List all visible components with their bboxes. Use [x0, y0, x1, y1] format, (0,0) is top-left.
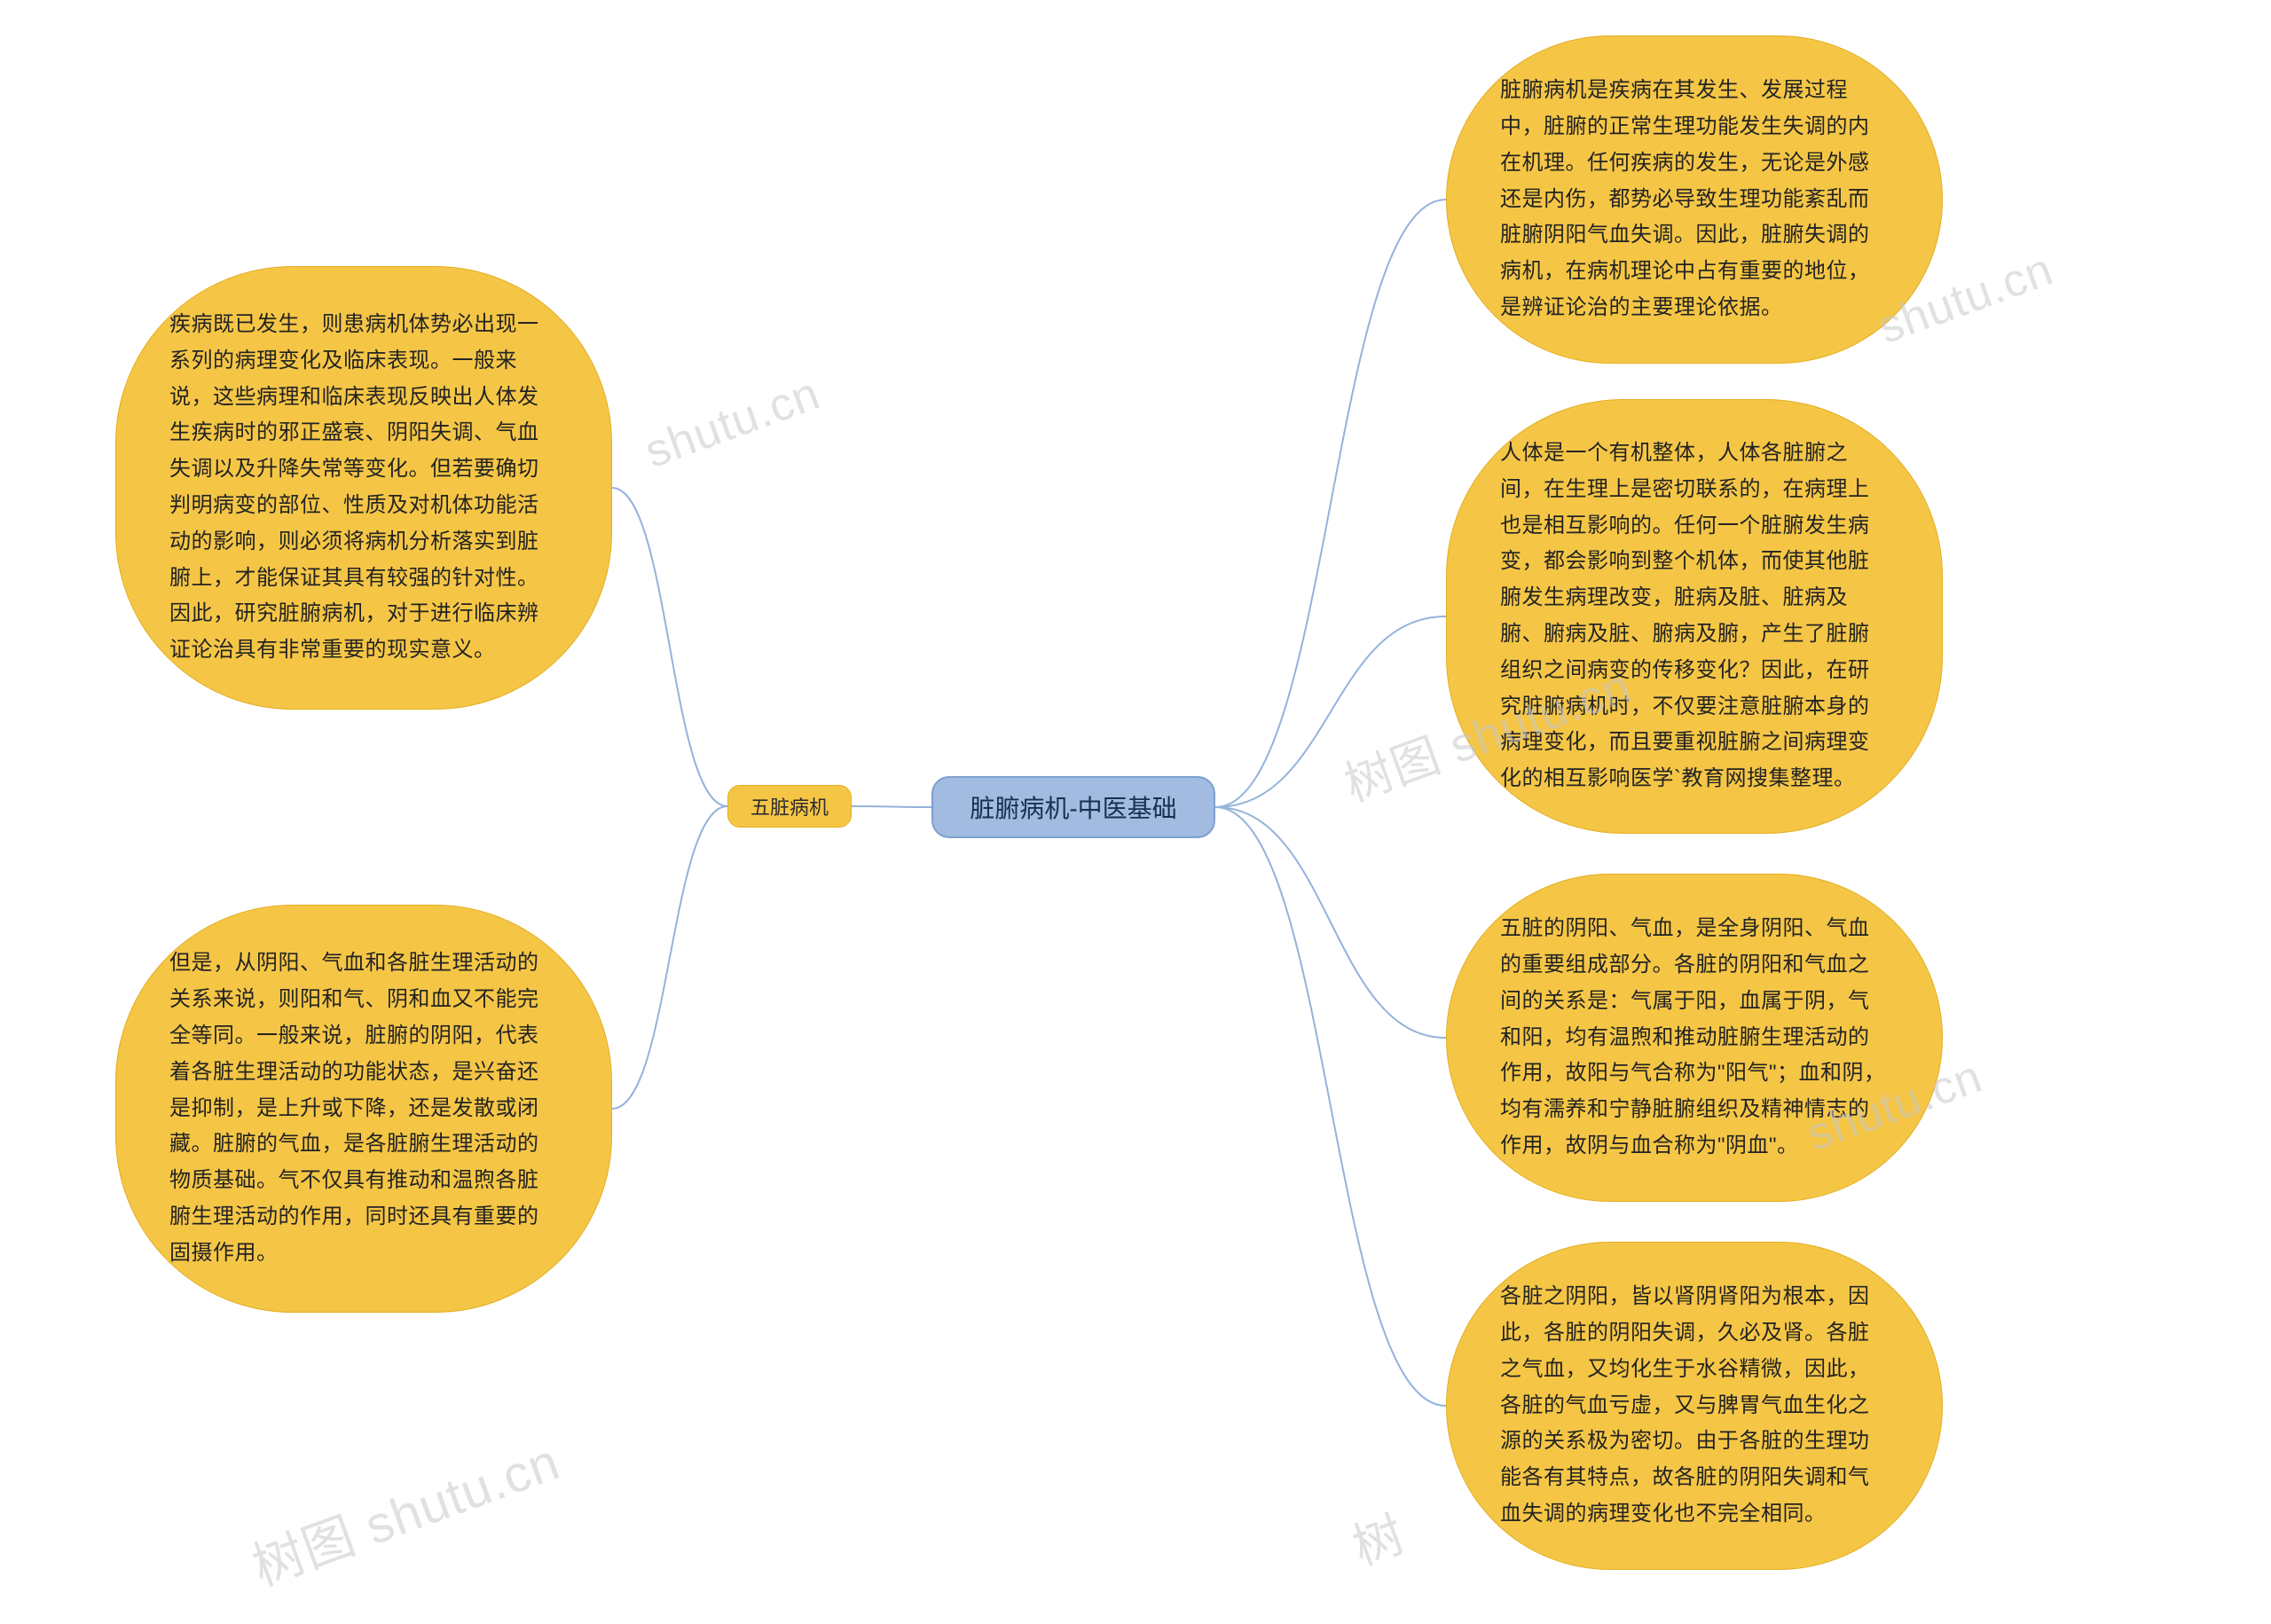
leaf-text: 各脏之阴阳，皆以肾阴肾阳为根本，因此，各脏的阴阳失调，久必及肾。各脏之气血，又均… [1500, 1279, 1889, 1533]
sub-label-wuzang: 五脏病机 [727, 785, 852, 828]
leaf-right-4: 各脏之阴阳，皆以肾阴肾阳为根本，因此，各脏的阴阳失调，久必及肾。各脏之气血，又均… [1446, 1242, 1943, 1570]
watermark: 树图 shutu.cn [240, 1420, 568, 1600]
connector [612, 806, 727, 1109]
leaf-text: 人体是一个有机整体，人体各脏腑之间，在生理上是密切联系的，在病理上也是相互影响的… [1500, 435, 1889, 797]
watermark: 树 [1341, 1495, 1413, 1580]
leaf-left-1: 疾病既已发生，则患病机体势必出现一系列的病理变化及临床表现。一般来说，这些病理和… [115, 266, 612, 710]
leaf-right-3: 五脏的阴阳、气血，是全身阴阳、气血的重要组成部分。各脏的阴阳和气血之间的关系是：… [1446, 874, 1943, 1202]
leaf-right-2: 人体是一个有机整体，人体各脏腑之间，在生理上是密切联系的，在病理上也是相互影响的… [1446, 399, 1943, 834]
watermark: shutu.cn [638, 367, 827, 479]
connector [612, 488, 727, 806]
connector [1215, 807, 1446, 1406]
connector [1215, 200, 1446, 807]
leaf-text: 五脏的阴阳、气血，是全身阴阳、气血的重要组成部分。各脏的阴阳和气血之间的关系是：… [1500, 911, 1889, 1165]
center-node: 脏腑病机-中医基础 [931, 776, 1215, 838]
connector [1215, 807, 1446, 1038]
leaf-text: 脏腑病机是疾病在其发生、发展过程中，脏腑的正常生理功能发生失调的内在机理。任何疾… [1500, 73, 1889, 326]
connector [852, 806, 931, 807]
leaf-left-2: 但是，从阴阳、气血和各脏生理活动的关系来说，则阳和气、阴和血又不能完全等同。一般… [115, 905, 612, 1313]
sub-label-text: 五脏病机 [750, 792, 829, 820]
leaf-right-1: 脏腑病机是疾病在其发生、发展过程中，脏腑的正常生理功能发生失调的内在机理。任何疾… [1446, 35, 1943, 364]
connector [1215, 616, 1446, 807]
leaf-text: 疾病既已发生，则患病机体势必出现一系列的病理变化及临床表现。一般来说，这些病理和… [169, 307, 558, 669]
center-label: 脏腑病机-中医基础 [970, 789, 1176, 825]
leaf-text: 但是，从阴阳、气血和各脏生理活动的关系来说，则阳和气、阴和血又不能完全等同。一般… [169, 945, 558, 1271]
